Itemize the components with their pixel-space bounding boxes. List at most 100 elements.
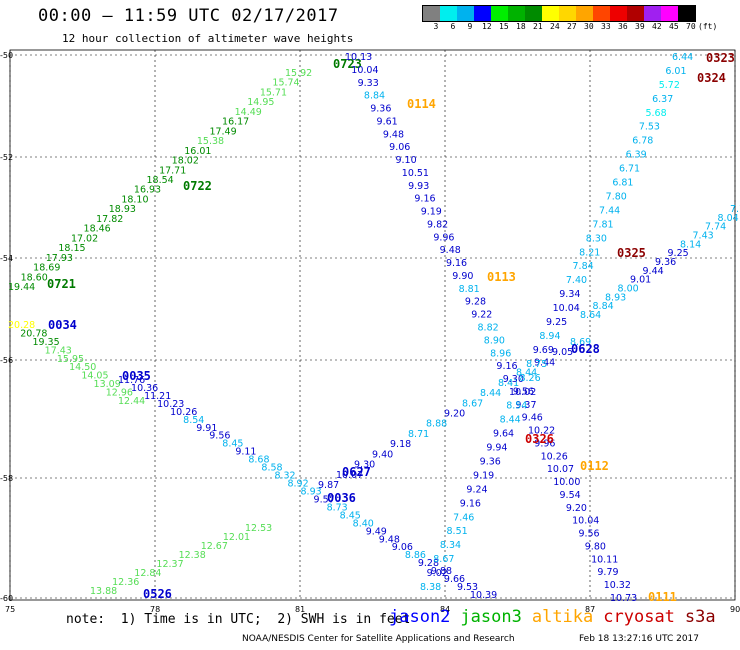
- wave-height-label: 9.44: [534, 357, 555, 368]
- wave-height-label: 6.71: [619, 164, 640, 175]
- wave-height-label: 7.77: [730, 204, 740, 215]
- wave-height-label: 8.54: [506, 401, 527, 412]
- lat-tick-label: -50: [0, 51, 13, 60]
- wave-height-label: 18.10: [121, 194, 148, 205]
- wave-height-label: 7.81: [592, 219, 613, 230]
- wave-height-label: 9.96: [534, 438, 555, 449]
- wave-height-label: 9.16: [496, 361, 517, 372]
- wave-height-label: 12.44: [118, 396, 145, 407]
- wave-height-label: 10.04: [572, 516, 599, 527]
- lon-tick-label: 78: [150, 605, 160, 614]
- color-swatch: [508, 6, 525, 21]
- wave-height-label: 14.49: [235, 107, 262, 118]
- wave-height-label: 9.16: [446, 258, 467, 269]
- wave-height-label: 8.73: [327, 502, 348, 513]
- map-frame: [9, 49, 736, 601]
- color-scale-label: 33: [601, 22, 611, 31]
- wave-height-label: 5.72: [659, 80, 680, 91]
- wave-height-label: 9.90: [452, 271, 473, 282]
- wave-height-label: 9.20: [444, 409, 465, 420]
- wave-height-label: 8.30: [586, 233, 607, 244]
- wave-height-label: 8.64: [580, 310, 601, 321]
- lon-tick-label: 81: [295, 605, 305, 614]
- wave-height-label: 8.45: [340, 510, 361, 521]
- wave-height-label: 9.01: [630, 275, 651, 286]
- color-swatch: [627, 6, 644, 21]
- color-scale-label: 21: [533, 22, 543, 31]
- wave-height-label: 8.93: [605, 292, 626, 303]
- wave-height-label: 9.44: [643, 266, 664, 277]
- wave-height-label: 9.33: [358, 78, 379, 89]
- wave-height-label: 12.37: [156, 559, 183, 570]
- pass-time-label: 0111: [648, 590, 677, 604]
- wave-height-label: 8.71: [408, 429, 429, 440]
- wave-height-label: 10.04: [351, 65, 378, 76]
- pass-time-label: 0325: [617, 246, 646, 260]
- wave-height-label: 18.60: [21, 272, 48, 283]
- wave-height-label: 9.56: [209, 431, 230, 442]
- wave-height-label: 9.64: [493, 429, 514, 440]
- wave-height-label: 14.50: [69, 362, 96, 373]
- wave-height-label: 7.46: [453, 512, 474, 523]
- wave-height-label: 12.67: [201, 541, 228, 552]
- wave-height-label: 9.54: [560, 490, 581, 501]
- wave-height-label: 9.24: [466, 484, 487, 495]
- wave-height-label: 9.05: [552, 347, 573, 358]
- wave-height-label: 10.73: [610, 593, 637, 604]
- wave-height-label: 8.68: [248, 455, 269, 466]
- wave-height-label: 8.96: [490, 348, 511, 359]
- wave-height-label: 8.21: [579, 247, 600, 258]
- wave-height-label: 8.45: [222, 439, 243, 450]
- pass-time-label: 0721: [47, 277, 76, 291]
- wave-height-label: 8.84: [593, 301, 614, 312]
- color-swatch: [457, 6, 474, 21]
- wave-height-label: 8.90: [484, 335, 505, 346]
- wave-height-label: 6.78: [632, 136, 653, 147]
- wave-height-label: 8.82: [478, 323, 499, 334]
- color-scale-label: 18: [516, 22, 526, 31]
- lon-tick-label: 84: [440, 605, 450, 614]
- color-swatch: [423, 6, 440, 21]
- wave-height-label: 9.19: [421, 207, 442, 218]
- wave-height-label: 8.75: [526, 359, 547, 370]
- wave-height-label: 7.80: [606, 191, 627, 202]
- color-scale-bar: [422, 5, 696, 22]
- wave-height-label: 10.32: [604, 580, 631, 591]
- wave-height-label: 18.54: [147, 175, 174, 186]
- wave-height-label: 17.49: [209, 126, 236, 137]
- wave-height-label: 17.02: [71, 233, 98, 244]
- wave-height-label: 9.19: [473, 470, 494, 481]
- color-swatch: [542, 6, 559, 21]
- wave-height-label: 9.56: [513, 387, 534, 398]
- pass-time-label: 0627: [342, 465, 371, 479]
- wave-height-label: 17.43: [45, 345, 72, 356]
- wave-height-label: 19.44: [8, 282, 35, 293]
- wave-height-label: 14.95: [247, 97, 274, 108]
- wave-height-label: 15.71: [260, 87, 287, 98]
- wave-height-label: 9.11: [235, 447, 256, 458]
- wave-height-label: 5.68: [645, 108, 666, 119]
- wave-height-label: 9.82: [427, 219, 448, 230]
- wave-height-label: 13.88: [90, 586, 117, 597]
- wave-height-label: 9.25: [546, 317, 567, 328]
- wave-height-label: 10.51: [402, 168, 429, 179]
- wave-height-label: 9.30: [354, 460, 375, 471]
- wave-height-label: 8.81: [459, 284, 480, 295]
- wave-height-label: 18.15: [58, 243, 85, 254]
- wave-height-label: 8.69: [570, 337, 591, 348]
- wave-height-label: 9.36: [655, 257, 676, 268]
- wave-height-label: 9.28: [465, 297, 486, 308]
- credit-text: NOAA/NESDIS Center for Satellite Applica…: [242, 634, 515, 644]
- wave-height-label: 18.46: [84, 224, 111, 235]
- wave-height-label: 6.37: [652, 94, 673, 105]
- wave-height-label: 9.06: [389, 142, 410, 153]
- wave-height-label: 12.38: [179, 550, 206, 561]
- wave-height-label: 19.35: [32, 337, 59, 348]
- satellite-legend: jason2 jason3 altika cryosat s3a: [389, 607, 726, 627]
- wave-height-label: 9.56: [578, 529, 599, 540]
- page-title: 00:00 – 11:59 UTC 02/17/2017: [38, 6, 339, 26]
- lon-tick-label: 87: [585, 605, 595, 614]
- legend-item-cryosat: cryosat: [603, 607, 675, 627]
- wave-height-label: 9.79: [597, 567, 618, 578]
- pass-time-label: 0036: [327, 491, 356, 505]
